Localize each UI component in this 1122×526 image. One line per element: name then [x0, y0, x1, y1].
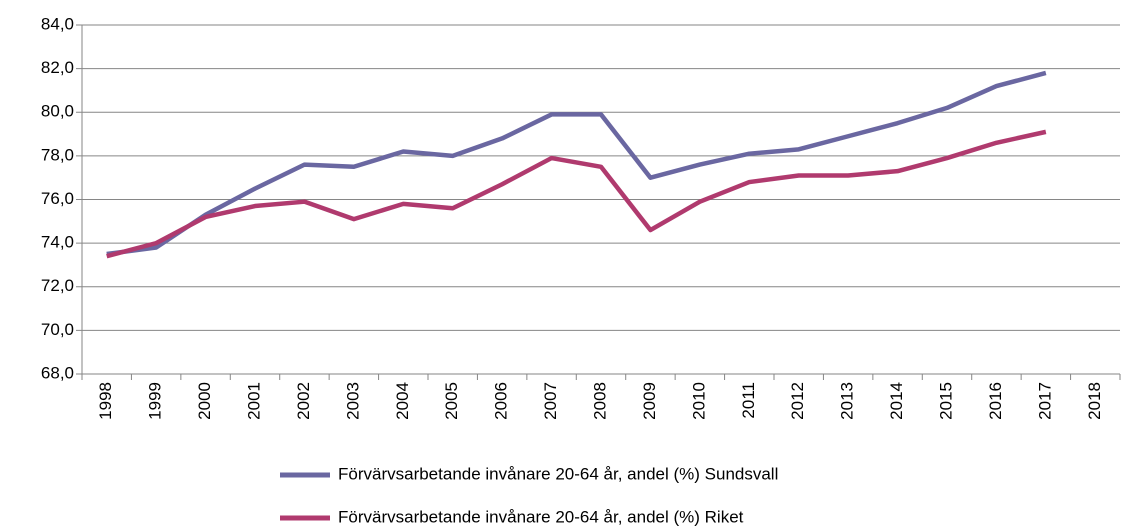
x-tick-label: 2010 — [689, 382, 708, 420]
x-tick-label: 2004 — [393, 382, 412, 420]
y-tick-label: 76,0 — [41, 189, 74, 208]
x-tick-label: 2012 — [788, 382, 807, 420]
series-line — [106, 70, 1047, 257]
x-tick-label: 2011 — [739, 382, 758, 419]
x-tick-label: 2014 — [887, 382, 906, 420]
x-tick-label: 2009 — [640, 382, 659, 420]
x-tick-label: 2016 — [986, 382, 1005, 420]
x-tick-label: 2003 — [343, 382, 362, 420]
x-tick-label: 1998 — [96, 382, 115, 420]
y-tick-label: 82,0 — [41, 58, 74, 77]
legend-label: Förvärvsarbetande invånare 20-64 år, and… — [338, 464, 778, 483]
y-tick-label: 78,0 — [41, 145, 74, 164]
x-tick-label: 2001 — [244, 382, 263, 420]
y-tick-label: 84,0 — [41, 14, 74, 33]
legend-label: Förvärvsarbetande invånare 20-64 år, and… — [338, 507, 744, 526]
series-line — [106, 129, 1047, 259]
x-tick-label: 2013 — [838, 382, 857, 420]
y-tick-label: 74,0 — [41, 233, 74, 252]
x-tick-label: 2005 — [442, 382, 461, 420]
x-tick-label: 2002 — [294, 382, 313, 420]
x-tick-label: 2007 — [541, 382, 560, 420]
x-tick-label: 2017 — [1035, 382, 1054, 420]
y-tick-label: 70,0 — [41, 320, 74, 339]
y-tick-label: 80,0 — [41, 102, 74, 121]
x-tick-label: 2000 — [195, 382, 214, 420]
x-tick-label: 2018 — [1085, 382, 1104, 420]
y-tick-label: 72,0 — [41, 276, 74, 295]
x-tick-label: 2015 — [936, 382, 955, 420]
x-tick-label: 2008 — [590, 382, 609, 420]
x-tick-label: 1999 — [146, 382, 165, 420]
x-tick-label: 2006 — [492, 382, 511, 420]
y-tick-label: 68,0 — [41, 363, 74, 382]
